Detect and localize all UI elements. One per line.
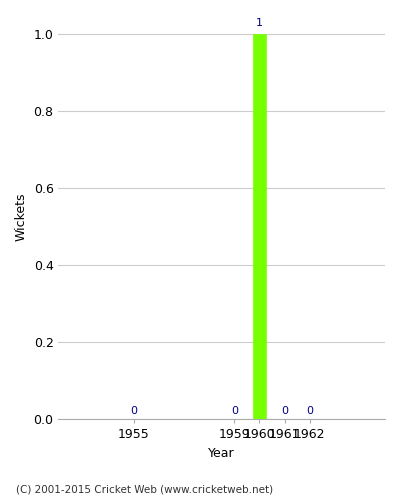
Bar [253, 34, 266, 420]
Text: 1: 1 [256, 18, 263, 28]
Text: 0: 0 [231, 406, 238, 416]
X-axis label: Year: Year [208, 447, 235, 460]
Text: (C) 2001-2015 Cricket Web (www.cricketweb.net): (C) 2001-2015 Cricket Web (www.cricketwe… [16, 484, 273, 494]
Text: 0: 0 [281, 406, 288, 416]
Text: 0: 0 [130, 406, 137, 416]
Y-axis label: Wickets: Wickets [15, 193, 28, 242]
Text: 0: 0 [306, 406, 313, 416]
